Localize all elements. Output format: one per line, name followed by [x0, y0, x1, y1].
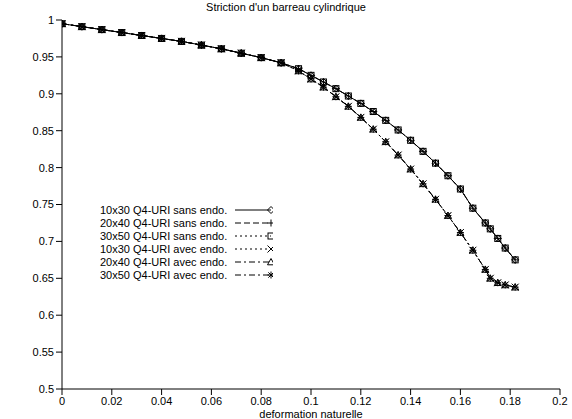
svg-text:0.7: 0.7 [39, 235, 54, 247]
html-text:Striction d'un barreau cylindr: Striction d'un barreau cylindrique [206, 1, 366, 13]
html-text:20x40 Q4-URI sans endo.: 20x40 Q4-URI sans endo. [100, 216, 228, 229]
svg-text:0.5: 0.5 [39, 383, 54, 395]
svg-text:deformation naturelle: deformation naturelle [259, 408, 362, 419]
svg-text:0.75: 0.75 [33, 198, 54, 210]
svg-text:0.04: 0.04 [151, 395, 172, 407]
html-text:30x50 Q4-URI avec endo.: 30x50 Q4-URI avec endo. [100, 268, 228, 281]
svg-text:0.95: 0.95 [33, 51, 54, 63]
svg-text:0.06: 0.06 [201, 395, 222, 407]
svg-text:0.85: 0.85 [33, 125, 54, 137]
svg-text:0.14: 0.14 [400, 395, 421, 407]
svg-text:0.2: 0.2 [552, 395, 564, 407]
html-text:30x50 Q4-URI sans endo.: 30x50 Q4-URI sans endo. [100, 229, 228, 242]
html-text:10x30 Q4-URI avec endo.: 10x30 Q4-URI avec endo. [100, 242, 228, 255]
svg-text:0.9: 0.9 [39, 88, 54, 100]
svg-text:0.6: 0.6 [39, 309, 54, 321]
svg-text:0.12: 0.12 [350, 395, 371, 407]
svg-text:0: 0 [59, 395, 65, 407]
svg-text:0.16: 0.16 [450, 395, 471, 407]
svg-text:0.02: 0.02 [101, 395, 122, 407]
svg-text:1: 1 [48, 14, 54, 26]
svg-text:0.55: 0.55 [33, 346, 54, 358]
svg-text:0.8: 0.8 [39, 162, 54, 174]
svg-text:0.18: 0.18 [499, 395, 520, 407]
svg-text:0.1: 0.1 [303, 395, 318, 407]
html-text:20x40 Q4-URI avec endo.: 20x40 Q4-URI avec endo. [100, 255, 228, 268]
html-text:10x30 Q4-URI sans endo.: 10x30 Q4-URI sans endo. [100, 203, 228, 216]
svg-text:0.08: 0.08 [250, 395, 271, 407]
svg-text:0.65: 0.65 [33, 272, 54, 284]
